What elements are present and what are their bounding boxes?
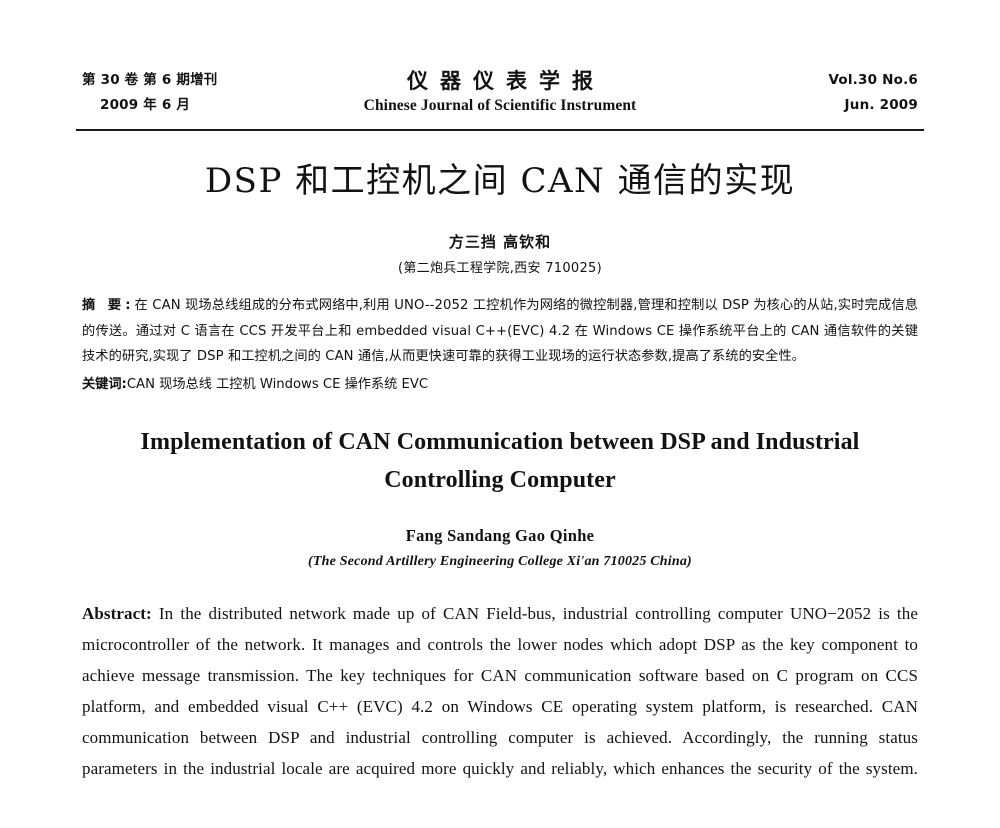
abstract-line-cn-2: 的从站,实时完成信息的传送。通过对 C 语言在 CCS 开发平台上和 embed…	[82, 298, 918, 339]
affiliation-en: (The Second Artillery Engineering Colleg…	[308, 554, 692, 569]
abstract-line-cn-1: 在 CAN 现场总线组成的分布式网络中,利用 UNO--2052 工控机作为网络…	[134, 298, 794, 313]
publication-date-en: Jun. 2009	[844, 97, 918, 113]
masthead-left-block: 第 30 卷 第 6 期增刊 2009 年 6 月	[82, 68, 217, 118]
abstract-line-cn-4: 行状态参数,提高了系统的安全性。	[601, 349, 806, 364]
abstract-en: Abstract: In the distributed network mad…	[70, 598, 930, 815]
abstract-line-cn-3: 平台上的 CAN 通信软件的关键技术的研究,实现了 DSP 和工控机之间的 CA…	[82, 323, 918, 365]
abstract-cn: 摘 要:在 CAN 现场总线组成的分布式网络中,利用 UNO--2052 工控机…	[70, 293, 930, 370]
journal-title-cn: 仪器仪表学报	[407, 69, 605, 93]
affiliation-cn: (第二炮兵工程学院,西安 710025)	[397, 261, 603, 276]
volume-issue-label-en: Vol.30 No.6	[828, 72, 918, 88]
volume-issue-label: 第 30 卷 第 6 期增刊	[82, 72, 218, 88]
journal-title-en: Chinese Journal of Scientific Instrument	[363, 97, 637, 114]
publication-date-cn: 2009 年 6 月	[100, 97, 191, 113]
article-title-cn: DSP 和工控机之间 CAN 通信的实现	[204, 161, 796, 201]
document-page: 第 30 卷 第 6 期增刊 2009 年 6 月 仪器仪表学报 Chinese…	[0, 68, 1000, 828]
abstract-label-en: Abstract:	[82, 604, 152, 623]
keywords-cn: 关键词:CAN 现场总线 工控机 Windows CE 操作系统 EVC	[70, 372, 930, 398]
journal-masthead: 第 30 卷 第 6 期增刊 2009 年 6 月 仪器仪表学报 Chinese…	[70, 68, 930, 126]
author-list-cn: 方三挡 高钦和	[448, 233, 552, 251]
abstract-label-cn: 摘 要:	[82, 298, 135, 313]
author-list-en: Fang Sandang Gao Qinhe	[405, 526, 595, 545]
keywords-values-cn: CAN 现场总线 工控机 Windows CE 操作系统 EVC	[126, 376, 429, 392]
abstract-paragraph-en: Abstract: In the distributed network mad…	[82, 598, 918, 815]
article-title-en: Implementation of CAN Communication betw…	[140, 429, 860, 493]
abstract-body-en: In the distributed network made up of CA…	[82, 604, 918, 778]
keywords-label-cn: 关键词:	[82, 376, 127, 392]
masthead-right-block: Vol.30 No.6 Jun. 2009	[828, 68, 918, 118]
masthead-divider-rule	[76, 129, 924, 131]
masthead-center-block: 仪器仪表学报 Chinese Journal of Scientific Ins…	[82, 68, 918, 117]
